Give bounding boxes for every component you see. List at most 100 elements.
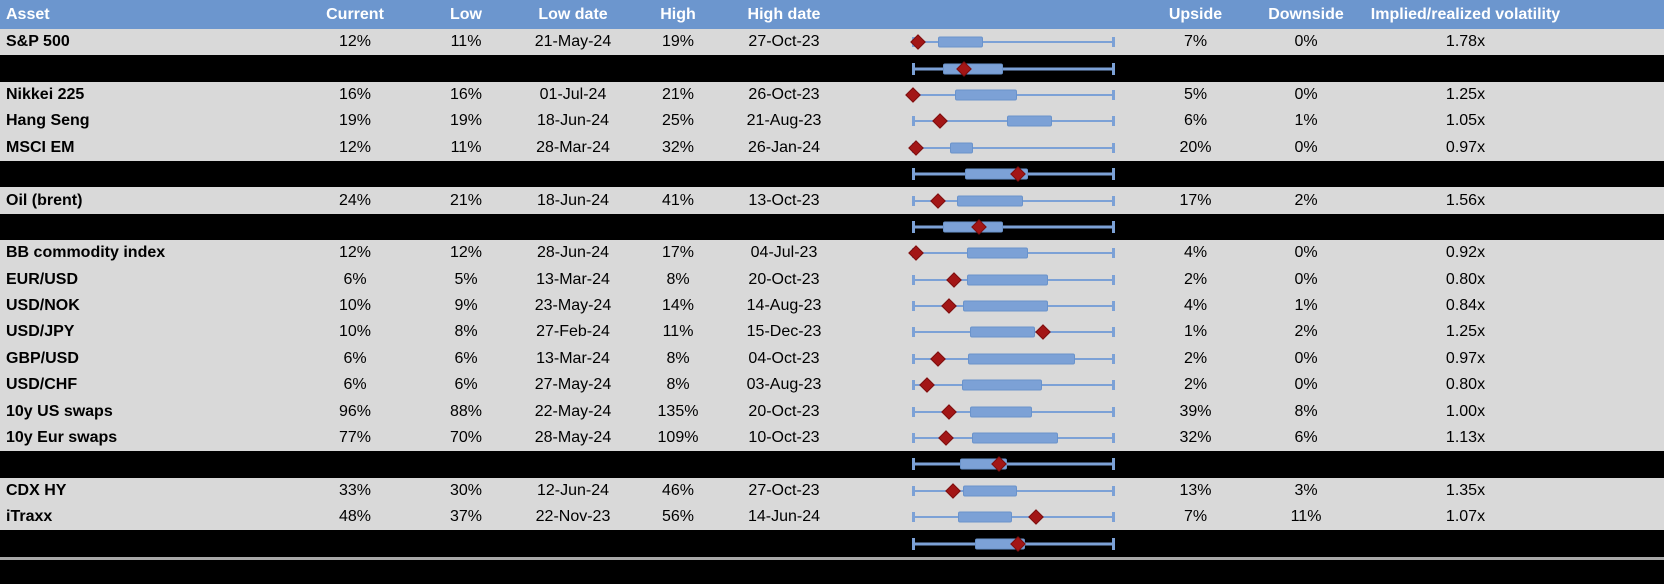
boxplot xyxy=(912,108,1115,134)
boxplot xyxy=(912,398,1115,424)
cell-upside: 20% xyxy=(1179,138,1212,156)
cell-low: 37% xyxy=(449,508,483,526)
cell-high: 25% xyxy=(661,112,695,130)
cell-upside: 32% xyxy=(1179,429,1212,447)
cell-high: 56% xyxy=(661,508,695,526)
whisker-cap-left-icon xyxy=(912,274,915,285)
cell-high-date: 14-Jun-24 xyxy=(747,508,821,526)
whisker-cap-right-icon xyxy=(1112,168,1115,181)
cell-low-date: 27-May-24 xyxy=(534,376,612,394)
table-row: 10y US swaps 96% 88% 22-May-24 135% 20-O… xyxy=(0,398,1664,425)
cell-current: 77% xyxy=(338,429,372,447)
cell-high-date: 04-Jul-23 xyxy=(750,244,818,262)
box-range xyxy=(950,142,973,154)
table-row: Hang Seng 19% 19% 18-Jun-24 25% 21-Aug-2… xyxy=(0,108,1664,135)
boxplot-cell xyxy=(846,346,1135,372)
cell-downside: 1% xyxy=(1294,112,1318,130)
table-row: Oil (brent) 24% 21% 18-Jun-24 41% 13-Oct… xyxy=(0,187,1664,214)
cell-upside: 6% xyxy=(1183,112,1208,130)
current-marker-diamond-icon xyxy=(908,139,924,156)
box-range xyxy=(967,247,1028,259)
cell-upside: 17% xyxy=(1179,191,1212,209)
whisker-cap-right-icon xyxy=(1112,433,1115,444)
cell-implied-realized: 0.80x xyxy=(1445,270,1486,288)
cell-high-date: 10-Oct-23 xyxy=(748,429,820,447)
boxplot-cell xyxy=(846,82,1135,108)
cell-low: 12% xyxy=(449,244,483,262)
boxplot xyxy=(912,372,1115,398)
cell-current: 10% xyxy=(338,323,372,341)
cell-high: 46% xyxy=(661,481,695,499)
boxplot xyxy=(912,55,1115,81)
current-marker-diamond-icon xyxy=(1028,509,1044,525)
boxplot xyxy=(912,319,1115,345)
boxplot-cell xyxy=(846,478,1135,504)
cell-upside: 2% xyxy=(1183,376,1208,394)
header-cell-high-date: High date xyxy=(747,5,821,23)
whisker-cap-left-icon xyxy=(912,458,915,471)
cell-asset: MSCI EM xyxy=(6,138,75,156)
cell-upside: 7% xyxy=(1183,33,1208,51)
cell-downside: 2% xyxy=(1294,323,1318,341)
cell-current: 12% xyxy=(338,244,372,262)
cell-downside: 0% xyxy=(1294,376,1318,394)
boxplot-cell xyxy=(846,398,1135,424)
cell-high-date: 15-Dec-23 xyxy=(746,323,822,341)
boxplot xyxy=(905,82,1115,108)
whisker-line xyxy=(913,67,1113,71)
cell-high: 109% xyxy=(657,429,699,447)
cell-high-date: 27-Oct-23 xyxy=(748,481,820,499)
boxplot xyxy=(908,240,1115,266)
cell-current: 19% xyxy=(338,112,372,130)
current-marker-diamond-icon xyxy=(930,351,946,367)
cell-downside: 0% xyxy=(1294,85,1318,103)
cell-asset: USD/NOK xyxy=(6,297,80,315)
cell-upside: 5% xyxy=(1183,85,1208,103)
cell-upside: 4% xyxy=(1183,244,1208,262)
cell-implied-realized: 1.25x xyxy=(1445,85,1486,103)
current-marker-diamond-icon xyxy=(1035,324,1051,341)
cell-low-date: 23-May-24 xyxy=(534,297,612,315)
box-range xyxy=(955,89,1017,101)
cell-downside: 1% xyxy=(1294,297,1318,315)
cell-asset: USD/CHF xyxy=(6,376,78,394)
cell-low-date: 28-Jun-24 xyxy=(536,244,610,262)
header-cell-upside: Upside xyxy=(1168,5,1223,23)
boxplot-cell xyxy=(846,135,1135,161)
boxplot-cell xyxy=(846,293,1135,319)
boxplot-cell xyxy=(846,267,1135,293)
table-row: GBP/USD 6% 6% 13-Mar-24 8% 04-Oct-23 2% … xyxy=(0,345,1664,373)
cell-asset: Nikkei 225 xyxy=(6,85,85,103)
cell-current: 12% xyxy=(338,33,372,51)
cell-downside: 0% xyxy=(1294,33,1318,51)
whisker-cap-right-icon xyxy=(1112,327,1115,338)
cell-asset: USD/JPY xyxy=(6,323,75,341)
box-range xyxy=(965,168,1028,180)
whisker-cap-left-icon xyxy=(912,195,915,206)
box-range xyxy=(963,300,1048,312)
cell-low: 8% xyxy=(454,323,478,341)
cell-high: 14% xyxy=(661,297,695,315)
cell-high: 32% xyxy=(661,138,695,156)
cell-high-date: 14-Aug-23 xyxy=(746,297,822,315)
table-row xyxy=(0,213,1664,241)
boxplot-cell xyxy=(846,240,1135,266)
box-range xyxy=(943,63,1003,75)
cell-high-date: 20-Oct-23 xyxy=(748,402,820,420)
current-marker-diamond-icon xyxy=(941,298,957,314)
box-range xyxy=(967,274,1048,286)
cell-high: 8% xyxy=(666,349,690,367)
boxplot xyxy=(912,504,1115,530)
table-row: iTraxx 48% 37% 22-Nov-23 56% 14-Jun-24 7… xyxy=(0,504,1664,531)
whisker-cap-right-icon xyxy=(1112,380,1115,391)
cell-low: 70% xyxy=(449,429,483,447)
cell-low: 21% xyxy=(449,191,483,209)
whisker-cap-left-icon xyxy=(912,353,915,364)
boxplot-cell xyxy=(846,29,1135,55)
current-marker-diamond-icon xyxy=(932,113,948,130)
cell-current: 24% xyxy=(338,191,372,209)
cell-high: 135% xyxy=(657,402,699,420)
cell-low-date: 22-Nov-23 xyxy=(535,508,611,526)
cell-downside: 8% xyxy=(1294,402,1318,420)
